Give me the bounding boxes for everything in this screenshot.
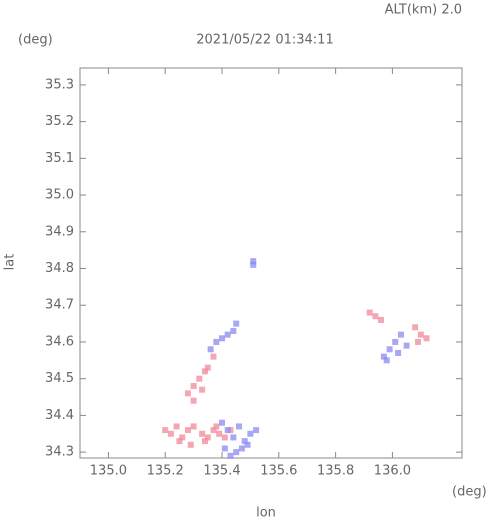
echo-point <box>233 449 240 456</box>
subtitle: ALT(km) 2.0 <box>385 3 462 18</box>
echo-point <box>216 430 223 437</box>
echo-point <box>378 316 385 323</box>
echo-point <box>386 346 393 353</box>
echo-point <box>233 320 240 327</box>
echo-point <box>395 349 402 356</box>
echo-point <box>204 434 211 441</box>
echo-point <box>167 430 174 437</box>
y-tick-label: 35.1 <box>45 151 74 166</box>
echo-point <box>403 342 410 349</box>
x-tick-label: 135.4 <box>203 464 240 479</box>
echo-point <box>190 397 197 404</box>
echo-point <box>213 338 220 345</box>
echo-point <box>253 427 260 434</box>
echo-point <box>244 441 251 448</box>
chart-title: 2021/05/22 01:34:11 <box>196 33 333 48</box>
y-tick-label: 35.0 <box>45 188 74 203</box>
echo-point <box>196 375 203 382</box>
y-tick-label: 35.3 <box>45 77 74 92</box>
x-tick-label: 135.2 <box>147 464 184 479</box>
y-tick-label: 34.5 <box>45 371 74 386</box>
echo-point <box>380 353 387 360</box>
y-tick-label: 34.9 <box>45 224 74 239</box>
echo-point <box>219 335 226 342</box>
x-unit: (deg) <box>452 485 487 500</box>
echo-point <box>187 441 194 448</box>
echo-point <box>372 313 379 320</box>
echo-point <box>250 258 257 265</box>
echo-point <box>224 427 231 434</box>
y-tick-label: 34.3 <box>45 445 74 460</box>
echo-point <box>190 383 197 390</box>
echo-point <box>397 331 404 338</box>
echo-point <box>221 445 228 452</box>
echo-point <box>236 423 243 430</box>
echo-point <box>204 364 211 371</box>
y-tick-label: 34.8 <box>45 261 74 276</box>
echo-point <box>207 346 214 353</box>
echo-point <box>230 434 237 441</box>
echo-point <box>250 261 257 268</box>
echo-point <box>210 427 217 434</box>
echo-point <box>210 353 217 360</box>
echo-point <box>417 331 424 338</box>
echo-point <box>184 390 191 397</box>
y-unit: (deg) <box>18 33 53 48</box>
echo-point <box>221 434 228 441</box>
echo-point <box>247 430 254 437</box>
echo-point <box>199 386 206 393</box>
echo-point <box>238 445 245 452</box>
x-tick-label: 135.0 <box>90 464 127 479</box>
plot-frame <box>79 67 463 459</box>
y-axis-label: lat <box>3 254 18 271</box>
y-tick-label: 35.2 <box>45 114 74 129</box>
echo-point <box>383 357 390 364</box>
echo-point <box>179 434 186 441</box>
x-tick-label: 136.0 <box>374 464 411 479</box>
echo-point <box>201 438 208 445</box>
echo-point <box>423 335 430 342</box>
x-axis-label: lon <box>256 506 276 521</box>
echo-point <box>414 338 421 345</box>
echo-point <box>230 327 237 334</box>
echo-point <box>176 438 183 445</box>
y-tick-label: 34.4 <box>45 408 74 423</box>
echo-point <box>224 331 231 338</box>
echo-point <box>184 427 191 434</box>
x-tick-label: 135.8 <box>317 464 354 479</box>
echo-point <box>201 368 208 375</box>
echo-point <box>241 438 248 445</box>
echo-point <box>392 338 399 345</box>
y-tick-label: 34.6 <box>45 334 74 349</box>
echo-point <box>190 423 197 430</box>
x-tick-label: 135.6 <box>260 464 297 479</box>
echo-point <box>412 324 419 331</box>
echo-point <box>219 419 226 426</box>
y-tick-label: 34.7 <box>45 298 74 313</box>
echo-point <box>199 430 206 437</box>
echo-point <box>366 309 373 316</box>
echo-point <box>162 427 169 434</box>
echo-point <box>213 423 220 430</box>
echo-point <box>227 452 234 459</box>
echo-point <box>173 423 180 430</box>
